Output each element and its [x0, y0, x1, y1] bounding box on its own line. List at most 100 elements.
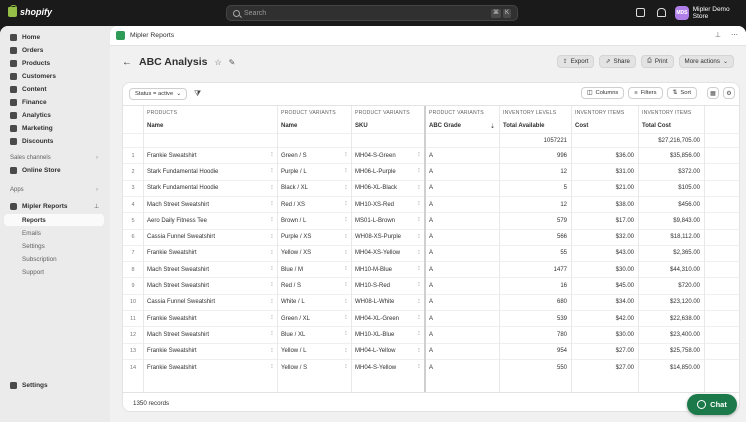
cell-menu-icon[interactable]: ⁝	[345, 282, 347, 289]
table-row[interactable]: 4 Mach Street Sweatshirt ⁝ Red / XS ⁝ MH10-XS…	[123, 195, 739, 212]
column-header-variant-name[interactable]: Name	[281, 123, 298, 129]
sidebar-item-content[interactable]: Content	[4, 83, 104, 96]
cell-menu-icon[interactable]: ⁝	[418, 152, 420, 158]
cell-menu-icon[interactable]: ⁝	[271, 200, 273, 207]
cell-menu-icon[interactable]: ⁝	[271, 184, 273, 191]
cell-menu-icon[interactable]: ⁝	[345, 217, 347, 224]
cell-menu-icon[interactable]: ⁝	[345, 363, 347, 370]
pin-icon[interactable]: ⊥	[94, 204, 100, 210]
sidebar-item-products[interactable]: Products	[4, 57, 104, 70]
star-icon[interactable]: ☆	[214, 57, 222, 67]
pinned-column-divider[interactable]	[424, 106, 426, 392]
filters-button[interactable]: ≡ Filters	[628, 87, 663, 99]
cell-menu-icon[interactable]: ⁝	[418, 184, 420, 191]
cell-menu-icon[interactable]: ⁝	[345, 233, 347, 240]
cell-menu-icon[interactable]: ⁝	[345, 315, 347, 321]
cell-menu-icon[interactable]: ⁝	[418, 217, 420, 224]
cell-menu-icon[interactable]: ⁝	[418, 233, 420, 240]
sidebar-item-customers[interactable]: Customers	[4, 70, 104, 83]
cell-menu-icon[interactable]: ⁝	[418, 298, 420, 305]
sidebar-item-mipler-reports[interactable]: Mipler Reports	[4, 200, 104, 213]
sidebar-subitem-subscription[interactable]: Subscription	[4, 253, 104, 265]
column-header-sku[interactable]: SKU	[355, 123, 368, 129]
table-row[interactable]: 12 Mach Street Sweatshirt ⁝ Blue / XL ⁝ MH10-…	[123, 326, 739, 342]
clear-filter-icon[interactable]: ⧩	[194, 89, 202, 98]
export-button[interactable]: ⇪ Export	[556, 55, 595, 68]
sidebar-item-orders[interactable]: Orders	[4, 44, 104, 57]
cell-menu-icon[interactable]: ⁝	[418, 200, 420, 207]
sidebar-item-finance[interactable]: Finance	[4, 96, 104, 109]
table-row[interactable]: 9 Mach Street Sweatshirt ⁝ Red / S ⁝ MH10-S-R…	[123, 277, 739, 293]
sort-desc-icon[interactable]: ⇣	[489, 123, 495, 130]
table-row[interactable]: 2 Stark Fundamental Hoodie ⁝ Purple / L ⁝ MH0…	[123, 163, 739, 179]
cell-menu-icon[interactable]: ⁝	[345, 168, 347, 175]
share-button[interactable]: ⇗ Share	[599, 55, 636, 68]
cell-menu-icon[interactable]: ⁝	[345, 298, 347, 305]
table-row[interactable]: 13 Frankie Sweatshirt ⁝ Yellow / L ⁝ MH04-L-Y…	[123, 342, 739, 359]
table-row[interactable]: 1 Frankie Sweatshirt ⁝ Green / S ⁝ MH04-S-Gre…	[123, 147, 739, 163]
cell-menu-icon[interactable]: ⁝	[345, 266, 347, 273]
cell-menu-icon[interactable]: ⁝	[345, 249, 347, 256]
table-row[interactable]: 3 Stark Fundamental Hoodie ⁝ Black / XL ⁝ MH0…	[123, 179, 739, 196]
cell-menu-icon[interactable]: ⁝	[271, 347, 273, 354]
store-menu[interactable]: MDS Mipler Demo Store	[675, 6, 746, 20]
cell-menu-icon[interactable]: ⁝	[271, 152, 273, 158]
cell-menu-icon[interactable]: ⁝	[418, 347, 420, 354]
sidebar-subitem-support[interactable]: Support	[4, 266, 104, 278]
sidebar-item-discounts[interactable]: Discounts	[4, 135, 104, 148]
cell-menu-icon[interactable]: ⁝	[418, 315, 420, 321]
table-row[interactable]: 8 Mach Street Sweatshirt ⁝ Blue / M ⁝ MH10-M-…	[123, 261, 739, 277]
more-actions-button[interactable]: More actions ⌄	[678, 55, 734, 68]
cell-menu-icon[interactable]: ⁝	[345, 331, 347, 338]
cell-menu-icon[interactable]: ⁝	[271, 233, 273, 240]
sidebar-item-analytics[interactable]: Analytics	[4, 109, 104, 122]
cell-menu-icon[interactable]: ⁝	[418, 249, 420, 256]
cell-menu-icon[interactable]: ⁝	[345, 184, 347, 191]
search-input[interactable]: Search ⌘ K	[226, 5, 518, 21]
pin-icon[interactable]: ⊥	[714, 32, 721, 39]
cell-menu-icon[interactable]: ⁝	[271, 217, 273, 224]
sidebar-subitem-settings[interactable]: Settings	[4, 240, 104, 252]
table-view-icon[interactable]: ▦	[707, 87, 719, 99]
table-row[interactable]: 6 Cassia Funnel Sweatshirt ⁝ Purple / XS ⁝ WH…	[123, 228, 739, 245]
sidebar-subitem-emails[interactable]: Emails	[4, 227, 104, 239]
back-arrow-icon[interactable]: ←	[122, 56, 132, 68]
bell-icon[interactable]	[657, 8, 666, 17]
table-row[interactable]: 7 Frankie Sweatshirt ⁝ Yellow / XS ⁝ MH04-XS-…	[123, 244, 739, 261]
cell-menu-icon[interactable]: ⁝	[271, 168, 273, 175]
sort-button[interactable]: ⇅ Sort	[666, 87, 697, 99]
column-header-product-name[interactable]: Name	[147, 123, 164, 129]
columns-button[interactable]: ◫ Columns	[580, 87, 625, 99]
cell-menu-icon[interactable]: ⁝	[345, 200, 347, 207]
shopify-logo[interactable]: shopify	[8, 5, 52, 17]
table-row[interactable]: 14 Frankie Sweatshirt ⁝ Yellow / S ⁝ MH04-S-Y…	[123, 358, 739, 375]
apps-heading[interactable]: Apps ›	[10, 187, 98, 193]
sidebar-subitem-reports[interactable]: Reports	[4, 214, 104, 226]
cell-menu-icon[interactable]: ⁝	[271, 331, 273, 338]
cell-menu-icon[interactable]: ⁝	[271, 249, 273, 256]
cell-menu-icon[interactable]: ⁝	[345, 152, 347, 158]
column-header-cost[interactable]: Cost	[575, 123, 589, 129]
cell-menu-icon[interactable]: ⁝	[271, 363, 273, 370]
cell-menu-icon[interactable]: ⁝	[418, 282, 420, 289]
sidebar-item-online-store[interactable]: Online Store	[4, 164, 104, 177]
cell-menu-icon[interactable]: ⁝	[271, 282, 273, 289]
table-row[interactable]: 10 Cassia Funnel Sweatshirt ⁝ White / L ⁝ WH0…	[123, 293, 739, 310]
chat-button[interactable]: Chat	[687, 394, 737, 415]
store-switch-icon[interactable]	[636, 8, 645, 17]
cell-menu-icon[interactable]: ⁝	[418, 331, 420, 338]
cell-menu-icon[interactable]: ⁝	[271, 298, 273, 305]
column-header-total-available[interactable]: Total Available	[503, 123, 545, 129]
status-filter-pill[interactable]: Status = active ⌄	[129, 88, 188, 100]
sidebar-item-home[interactable]: Home	[4, 31, 104, 44]
table-row[interactable]: 11 Frankie Sweatshirt ⁝ Green / XL ⁝ MH04-XL-…	[123, 310, 739, 326]
sales-channels-heading[interactable]: Sales channels ›	[10, 155, 98, 161]
table-row[interactable]: 5 Aero Daily Fitness Tee ⁝ Brown / L ⁝ MS01-L…	[123, 212, 739, 228]
pencil-icon[interactable]: ✎	[228, 57, 236, 67]
cell-menu-icon[interactable]: ⁝	[418, 363, 420, 370]
sidebar-item-settings[interactable]: Settings	[4, 379, 104, 392]
sidebar-item-marketing[interactable]: Marketing	[4, 122, 104, 135]
cell-menu-icon[interactable]: ⁝	[345, 347, 347, 354]
cell-menu-icon[interactable]: ⁝	[418, 266, 420, 273]
more-icon[interactable]: ⋯	[731, 32, 738, 39]
